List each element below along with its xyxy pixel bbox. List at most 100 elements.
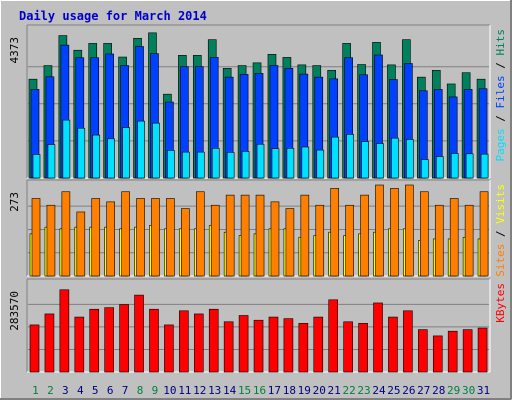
day-label: 7 (122, 384, 129, 397)
kbytes-bar (313, 316, 324, 373)
panel-2-ymax-label: 283570 (8, 291, 21, 331)
pages-bar (421, 159, 429, 179)
pages-bar (286, 148, 295, 179)
legend-entry: Hits (494, 29, 507, 56)
pages-bar (211, 148, 220, 179)
day-label: 30 (462, 384, 475, 397)
day-label: 15 (238, 384, 251, 397)
kbytes-bar (328, 299, 339, 373)
pages-bar (316, 149, 325, 179)
sites-bar (76, 211, 86, 277)
day-label: 11 (178, 384, 191, 397)
day-label: 16 (253, 384, 266, 397)
kbytes-bar (134, 294, 144, 373)
sites-bar (420, 191, 429, 277)
sites-bar (300, 194, 310, 277)
panel-1-legend: Sites / Visits (494, 184, 507, 277)
kbytes-bar (74, 316, 85, 373)
day-label: 28 (432, 384, 445, 397)
kbytes-bar (149, 308, 159, 373)
kbytes-bar (89, 308, 100, 373)
day-label: 29 (447, 384, 460, 397)
day-label: 23 (357, 384, 370, 397)
sites-bar (181, 208, 190, 277)
day-label: 8 (137, 384, 144, 397)
kbytes-bar (418, 329, 428, 373)
day-label: 4 (77, 384, 84, 397)
sites-bar (449, 198, 459, 277)
pages-bar (32, 154, 41, 179)
kbytes-bar (208, 308, 219, 373)
day-label: 26 (402, 384, 415, 397)
pages-bar (92, 134, 101, 179)
kbytes-bar (119, 304, 129, 373)
kbytes-bar (179, 310, 189, 373)
sites-bar (31, 198, 41, 277)
panel-0-ymax-label: 4373 (8, 37, 21, 64)
kbytes-bar (268, 316, 279, 373)
legend-entry: / (494, 109, 507, 129)
day-label: 19 (298, 384, 311, 397)
day-label: 22 (342, 384, 355, 397)
kbytes-bar (44, 313, 55, 373)
panel-2-legend: KBytes (494, 283, 507, 323)
legend-entry: Visits (494, 184, 507, 224)
day-label: 31 (477, 384, 490, 397)
sites-bar (225, 194, 235, 277)
legend-entry: Files (494, 75, 507, 108)
kbytes-bar (343, 321, 353, 373)
kbytes-bar (403, 310, 413, 373)
sites-bar (61, 191, 71, 277)
day-label: 17 (268, 384, 281, 397)
day-axis-labels: 1 2 3 4 5 6 7 8 9 10 11 12 13 14 15 16 17 18 19 20 21 22 23 24 2… (32, 384, 490, 397)
pages-bar (480, 153, 489, 179)
kbytes-bar (29, 324, 40, 373)
kbytes-bar (193, 313, 204, 373)
sites-bar (360, 194, 369, 277)
pages-bar (182, 151, 190, 179)
pages-bar (406, 139, 414, 179)
sites-bar (345, 204, 354, 277)
day-label: 1 (32, 384, 39, 397)
day-label: 14 (223, 384, 237, 397)
kbytes-bar (223, 321, 234, 373)
pages-bar (391, 137, 399, 179)
kbytes-bar (477, 327, 488, 373)
sites-bar (479, 191, 489, 277)
day-label: 27 (417, 384, 430, 397)
day-label: 13 (208, 384, 221, 397)
kbytes-bar (283, 318, 294, 373)
pages-bar (196, 151, 205, 179)
day-label: 12 (193, 384, 206, 397)
sites-bar (255, 194, 265, 277)
pages-bar (47, 144, 56, 179)
pages-bar (450, 153, 459, 179)
sites-bar (390, 188, 399, 277)
day-label: 5 (92, 384, 99, 397)
pages-bar (465, 153, 474, 179)
pages-bar (346, 134, 354, 179)
day-label: 20 (313, 384, 326, 397)
chart-panels: 4373 Pages / Files / Hits 273 Sites / Visit… (8, 24, 507, 373)
pages-bar (241, 151, 250, 179)
sites-bar (195, 191, 205, 277)
pages-bar (271, 148, 280, 179)
legend-entry: / (494, 224, 507, 244)
legend-entry: Pages (494, 128, 507, 161)
day-label: 21 (328, 384, 341, 397)
kbytes-bar (447, 330, 458, 373)
chart-title: Daily usage for March 2014 (19, 9, 207, 23)
sites-bar (121, 191, 130, 277)
kbytes-bar (238, 315, 249, 373)
kbytes-bar (462, 329, 473, 373)
kbytes-bar (164, 324, 174, 373)
sites-bar (91, 198, 101, 277)
sites-bar (330, 188, 340, 277)
sites-bar (166, 198, 175, 277)
sites-bar (106, 201, 115, 277)
sites-bar (136, 198, 145, 277)
pages-bar (331, 136, 340, 179)
pages-bar (107, 138, 115, 179)
pages-bar (361, 141, 369, 179)
